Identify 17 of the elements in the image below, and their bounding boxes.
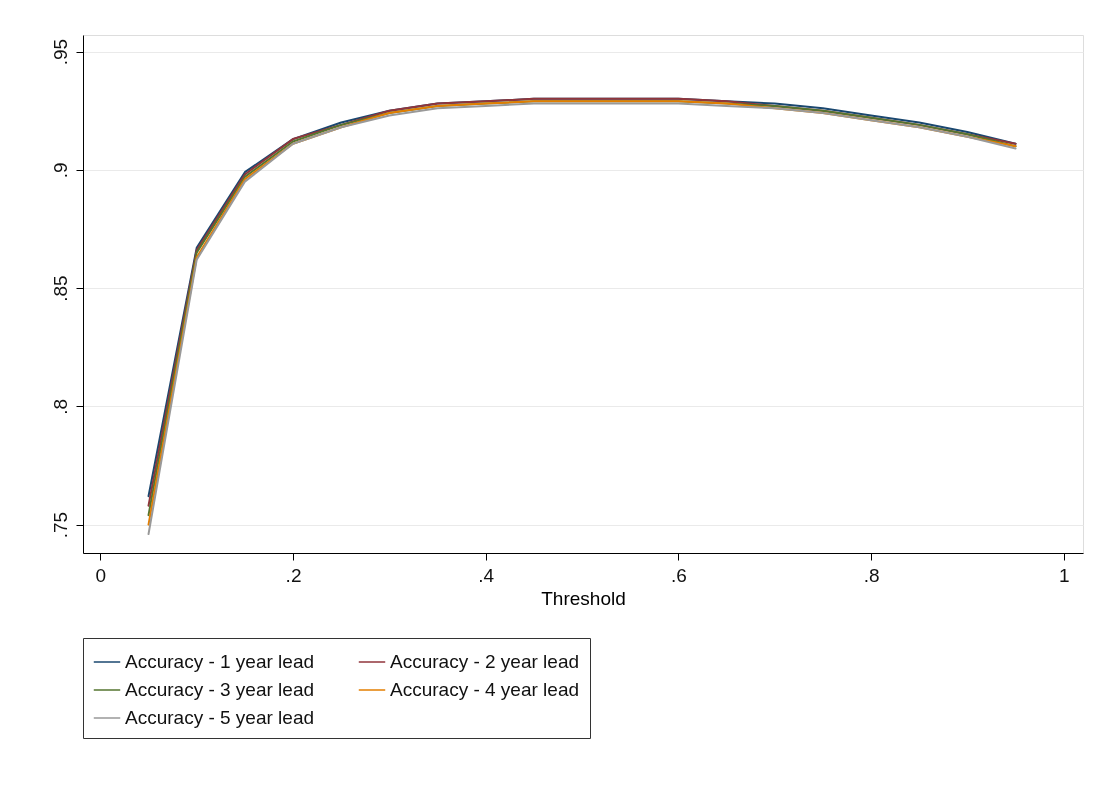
x-axis-title: Threshold [541, 587, 626, 609]
x-tick-label: .2 [285, 564, 302, 586]
y-tick-label: .8 [49, 398, 71, 415]
x-tick-label: .6 [670, 564, 687, 586]
y-tick-label: .9 [49, 162, 71, 179]
x-tick-label: 1 [1058, 564, 1070, 586]
y-tick-label: .95 [49, 38, 71, 66]
legend-label: Accuracy - 2 year lead [390, 651, 580, 672]
legend-label: Accuracy - 4 year lead [390, 679, 580, 700]
x-tick-label: 0 [95, 564, 107, 586]
x-tick-label: .4 [478, 564, 495, 586]
y-tick-label: .75 [49, 511, 71, 539]
legend-label: Accuracy - 3 year lead [125, 679, 315, 700]
legend-label: Accuracy - 1 year lead [125, 651, 315, 672]
y-tick-label: .85 [49, 275, 71, 302]
legend-label: Accuracy - 5 year lead [125, 707, 315, 728]
x-tick-label: .8 [863, 564, 880, 586]
